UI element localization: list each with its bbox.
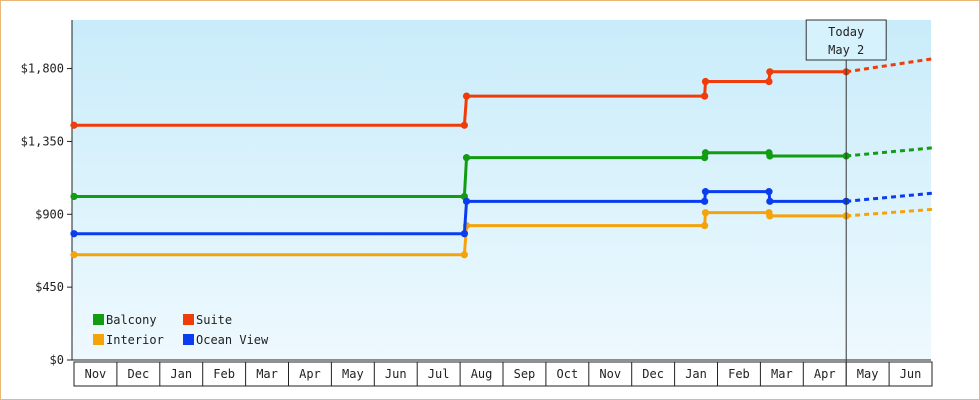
today-label: Today — [828, 25, 864, 39]
data-point — [766, 212, 774, 220]
series-ocean-view — [70, 188, 933, 238]
y-tick-label: $900 — [35, 207, 64, 221]
x-tick-label: Feb — [213, 367, 235, 381]
data-point — [70, 251, 78, 259]
data-point — [701, 209, 710, 217]
y-axis-ticks: $0 $450 $900 $1,350 $1,800 — [21, 62, 72, 367]
data-point — [70, 192, 78, 201]
x-tick-label: Apr — [814, 367, 836, 381]
series-suite — [70, 57, 933, 129]
x-tick-label: Jun — [900, 367, 922, 381]
data-point — [701, 92, 709, 100]
data-point — [70, 121, 78, 129]
y-tick-label: $0 — [50, 353, 64, 367]
data-point — [462, 92, 471, 100]
data-point — [460, 251, 468, 259]
legend-swatch-ocean-view — [183, 334, 194, 345]
plot-area — [72, 20, 931, 360]
legend-swatch-suite — [183, 314, 194, 325]
data-point — [766, 197, 774, 205]
data-point — [765, 77, 773, 86]
data-point — [701, 149, 710, 157]
series-lines — [70, 57, 933, 259]
x-tick-label: Jun — [385, 367, 407, 381]
x-tick-label: Oct — [557, 367, 579, 381]
y-tick-label: $1,800 — [21, 62, 64, 76]
legend-swatch-interior — [93, 334, 104, 345]
x-tick-label: Sep — [514, 367, 536, 381]
today-label-box — [805, 19, 887, 61]
data-point — [701, 188, 710, 196]
x-tick-label: Mar — [771, 367, 793, 381]
axes — [71, 20, 931, 361]
data-point — [701, 197, 709, 205]
data-point — [765, 188, 773, 196]
x-axis-ticks: Nov Dec Jan Feb Mar Apr May Jun Jul Aug Sep Oct Nov D… — [73, 361, 933, 387]
x-tick-label: Jan — [170, 367, 192, 381]
data-point — [701, 222, 709, 230]
x-tick-label: Feb — [728, 367, 750, 381]
y-tick-label: $1,350 — [21, 134, 64, 148]
x-tick-label: Jul — [428, 367, 450, 381]
series-interior — [70, 207, 933, 259]
x-tick-label: Dec — [642, 367, 664, 381]
today-date: May 2 — [828, 43, 864, 57]
data-point — [462, 154, 471, 162]
data-point — [766, 152, 774, 160]
data-point — [460, 230, 468, 238]
x-tick-label: Aug — [471, 367, 493, 381]
data-point — [766, 68, 774, 76]
x-tick-label: Jan — [685, 367, 707, 381]
data-point — [701, 77, 710, 86]
data-point — [460, 121, 468, 129]
legend-label-balcony: Balcony — [106, 313, 157, 327]
legend-label-interior: Interior — [106, 333, 164, 347]
x-tick-label: Mar — [256, 367, 278, 381]
legend-swatch-balcony — [93, 314, 104, 325]
x-tick-label: Nov — [599, 367, 621, 381]
x-tick-label: Dec — [128, 367, 150, 381]
legend-label-ocean-view: Ocean View — [196, 333, 269, 347]
x-tick-label: Nov — [85, 367, 107, 381]
today-marker: Today May 2 — [805, 19, 887, 386]
x-tick-label: May — [342, 367, 364, 381]
legend-label-suite: Suite — [196, 313, 232, 327]
y-tick-label: $450 — [35, 280, 64, 294]
legend: Balcony Suite Interior Ocean View — [93, 313, 269, 347]
data-point — [462, 197, 471, 205]
x-tick-label: May — [857, 367, 879, 381]
x-tick-label: Apr — [299, 367, 321, 381]
data-point — [70, 230, 78, 238]
series-forecast-suite — [845, 57, 933, 74]
